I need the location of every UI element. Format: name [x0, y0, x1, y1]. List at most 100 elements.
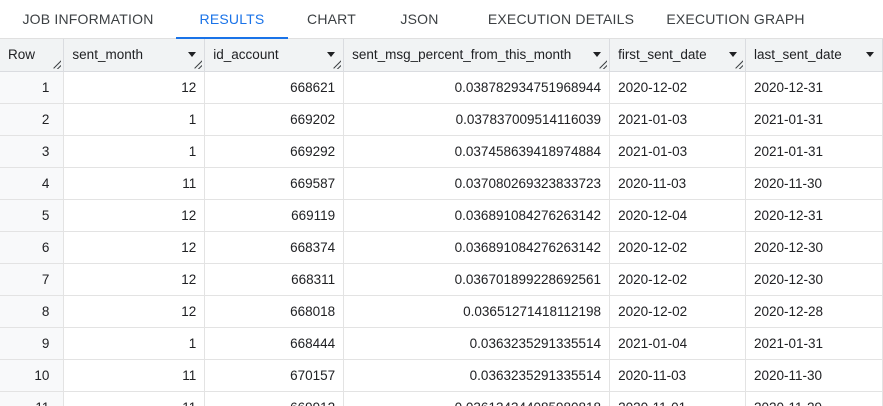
- table-row[interactable]: 2 1 669202 0.037837009514116039 2021-01-03 20…: [0, 103, 883, 136]
- last-sent-date-cell[interactable]: 2021-01-31: [745, 135, 883, 168]
- tab-json[interactable]: JSON: [375, 0, 464, 39]
- id-account-cell[interactable]: 668018: [204, 295, 345, 328]
- last-sent-date-cell[interactable]: 2020-12-31: [745, 71, 883, 104]
- last-sent-date-cell[interactable]: 2020-11-30: [745, 167, 883, 200]
- table-row[interactable]: 6 12 668374 0.036891084276263142 2020-12-02 2…: [0, 231, 883, 264]
- row-number-cell[interactable]: 2: [0, 103, 65, 136]
- sent-msg-percent-cell[interactable]: 0.0363235291335514: [343, 359, 611, 392]
- row-number-cell[interactable]: 10: [0, 359, 65, 392]
- id-account-cell[interactable]: 668374: [204, 231, 345, 264]
- sent-month-cell[interactable]: 1: [63, 135, 206, 168]
- sent-month-cell[interactable]: 1: [63, 103, 206, 136]
- sort-caret-icon[interactable]: [866, 52, 874, 58]
- row-number-cell[interactable]: 3: [0, 135, 65, 168]
- row-number-cell[interactable]: 1: [0, 71, 65, 104]
- tab-chart[interactable]: CHART: [288, 0, 375, 39]
- table-row[interactable]: 3 1 669292 0.037458639418974884 2021-01-03 20…: [0, 135, 883, 168]
- id-account-cell[interactable]: 669587: [204, 167, 345, 200]
- column-resize-handle-icon[interactable]: [52, 60, 61, 69]
- id-account-cell[interactable]: 668621: [204, 71, 345, 104]
- column-resize-handle-icon[interactable]: [193, 60, 202, 69]
- sent-month-cell[interactable]: 11: [63, 359, 206, 392]
- id-account-cell[interactable]: 670157: [204, 359, 345, 392]
- first-sent-date-cell[interactable]: 2020-11-03: [609, 359, 746, 392]
- table-row[interactable]: 5 12 669119 0.036891084276263142 2020-12-04 2…: [0, 199, 883, 232]
- sent-month-cell[interactable]: 12: [63, 199, 206, 232]
- last-sent-date-cell[interactable]: 2020-12-30: [745, 231, 883, 264]
- last-sent-date-cell[interactable]: 2020-11-29: [745, 391, 883, 406]
- sent-month-cell[interactable]: 12: [63, 71, 206, 104]
- id-account-cell[interactable]: 669119: [204, 199, 345, 232]
- column-header-id-account[interactable]: id_account: [204, 39, 345, 72]
- first-sent-date-cell[interactable]: 2020-11-03: [609, 167, 746, 200]
- tab-execution-details[interactable]: EXECUTION DETAILS: [464, 0, 658, 39]
- tab-job-information[interactable]: JOB INFORMATION: [0, 0, 176, 39]
- row-number-cell[interactable]: 4: [0, 167, 65, 200]
- table-row[interactable]: 9 1 668444 0.0363235291335514 2021-01-04 2021…: [0, 327, 883, 360]
- sent-month-cell[interactable]: 12: [63, 263, 206, 296]
- first-sent-date-cell[interactable]: 2020-11-01: [609, 391, 746, 406]
- last-sent-date-cell[interactable]: 2021-01-31: [745, 103, 883, 136]
- table-row[interactable]: 1 12 668621 0.038782934751968944 2020-12-02 2…: [0, 71, 883, 104]
- id-account-cell[interactable]: 668444: [204, 327, 345, 360]
- last-sent-date-cell[interactable]: 2020-12-30: [745, 263, 883, 296]
- column-header-sent-msg-percent[interactable]: sent_msg_percent_from_this_month: [343, 39, 611, 72]
- column-header-first-sent-date[interactable]: first_sent_date: [609, 39, 746, 72]
- id-account-cell[interactable]: 669912: [204, 391, 345, 406]
- row-number-cell[interactable]: 6: [0, 231, 65, 264]
- table-row[interactable]: 7 12 668311 0.036701899228692561 2020-12-02 2…: [0, 263, 883, 296]
- tab-results[interactable]: RESULTS: [176, 0, 288, 40]
- last-sent-date-cell[interactable]: 2020-12-31: [745, 199, 883, 232]
- sent-msg-percent-cell[interactable]: 0.0363235291335514: [343, 327, 611, 360]
- first-sent-date-cell[interactable]: 2020-12-02: [609, 263, 746, 296]
- id-account-cell[interactable]: 668311: [204, 263, 345, 296]
- sort-caret-icon[interactable]: [188, 52, 197, 58]
- first-sent-date-cell[interactable]: 2020-12-04: [609, 199, 746, 232]
- table-row[interactable]: 10 11 670157 0.0363235291335514 2020-11-03 20…: [0, 359, 883, 392]
- column-header-sent-month[interactable]: sent_month: [63, 39, 206, 72]
- first-sent-date-cell[interactable]: 2020-12-02: [609, 71, 746, 104]
- row-number-cell[interactable]: 8: [0, 295, 65, 328]
- row-number-cell[interactable]: 9: [0, 327, 65, 360]
- tab-execution-graph[interactable]: EXECUTION GRAPH: [658, 0, 813, 39]
- table-row[interactable]: 11116699120.0361343440859808182020-11-01…: [0, 391, 883, 406]
- first-sent-date-cell[interactable]: 2020-12-02: [609, 231, 746, 264]
- column-resize-handle-icon[interactable]: [598, 60, 607, 69]
- sent-msg-percent-cell[interactable]: 0.037837009514116039: [343, 103, 611, 136]
- sent-month-cell[interactable]: 11: [63, 391, 206, 406]
- column-resize-handle-icon[interactable]: [734, 60, 743, 69]
- table-row[interactable]: 8 12 668018 0.03651271418112198 2020-12-02 20…: [0, 295, 883, 328]
- row-number-cell[interactable]: 5: [0, 199, 65, 232]
- id-account-cell[interactable]: 669202: [204, 103, 345, 136]
- sent-msg-percent-cell[interactable]: 0.036701899228692561: [343, 263, 611, 296]
- last-sent-date-cell[interactable]: 2020-12-28: [745, 295, 883, 328]
- first-sent-date-cell[interactable]: 2021-01-03: [609, 135, 746, 168]
- table-row[interactable]: 4 11 669587 0.037080269323833723 2020-11-03 2…: [0, 167, 883, 200]
- sent-msg-percent-cell[interactable]: 0.036891084276263142: [343, 199, 611, 232]
- sent-msg-percent-cell[interactable]: 0.03651271418112198: [343, 295, 611, 328]
- sent-msg-percent-cell[interactable]: 0.038782934751968944: [343, 71, 611, 104]
- sent-month-cell[interactable]: 12: [63, 231, 206, 264]
- sort-caret-icon[interactable]: [593, 52, 602, 58]
- sent-month-cell[interactable]: 1: [63, 327, 206, 360]
- first-sent-date-cell[interactable]: 2020-12-02: [609, 295, 746, 328]
- row-number-cell[interactable]: 7: [0, 263, 65, 296]
- sent-month-cell[interactable]: 12: [63, 295, 206, 328]
- sent-month-cell[interactable]: 11: [63, 167, 206, 200]
- first-sent-date-cell[interactable]: 2021-01-03: [609, 103, 746, 136]
- id-account-cell[interactable]: 669292: [204, 135, 345, 168]
- column-resize-handle-icon[interactable]: [332, 60, 341, 69]
- sent-msg-percent-cell[interactable]: 0.037080269323833723: [343, 167, 611, 200]
- column-header-last-sent-date[interactable]: last_sent_date: [745, 39, 883, 72]
- sent-msg-percent-cell[interactable]: 0.037458639418974884: [343, 135, 611, 168]
- sort-caret-icon[interactable]: [327, 52, 336, 58]
- last-sent-date-cell[interactable]: 2020-11-30: [745, 359, 883, 392]
- sent-msg-percent-cell[interactable]: 0.036134344085980818: [343, 391, 611, 406]
- last-sent-date-cell[interactable]: 2021-01-31: [745, 327, 883, 360]
- row-number-cell[interactable]: 11: [0, 391, 65, 406]
- sent-msg-percent-cell[interactable]: 0.036891084276263142: [343, 231, 611, 264]
- results-table: Row sent_month id_account sent_msg_perce…: [0, 39, 883, 406]
- sort-caret-icon[interactable]: [729, 52, 737, 58]
- column-header-row[interactable]: Row: [0, 39, 65, 72]
- first-sent-date-cell[interactable]: 2021-01-04: [609, 327, 746, 360]
